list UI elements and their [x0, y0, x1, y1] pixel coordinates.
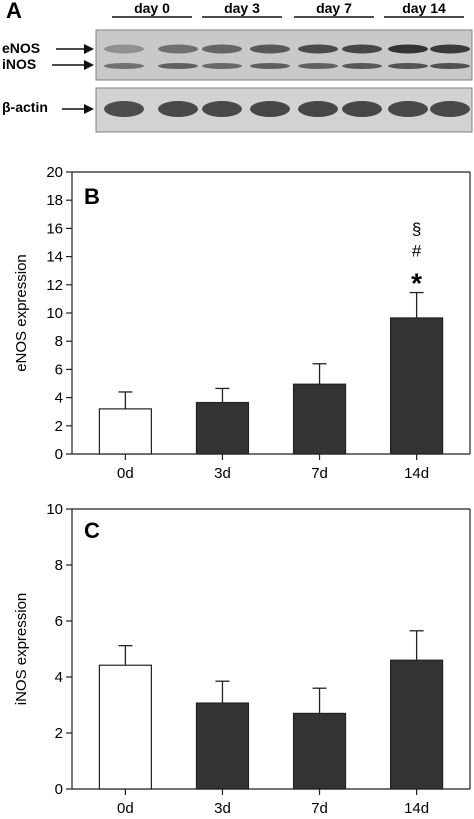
row-label-inos: iNOS: [2, 56, 36, 72]
enos-bar-chart: B 0 2 4 6 8 10 12 14 16 18 20 eNOS expression 0d 3d 7d…: [13, 164, 471, 482]
panel-letter-a: A: [6, 0, 22, 23]
bar-14d: [390, 659, 444, 790]
bar-14d: [390, 317, 444, 455]
lane-label: day 7: [316, 0, 352, 16]
y-tick-label: 0: [55, 781, 63, 798]
x-tick-label: 0d: [117, 800, 134, 817]
significance-mark: #: [412, 242, 422, 261]
blot-membrane-nos: [95, 29, 473, 81]
inos-band: [202, 63, 242, 69]
enos-band: [158, 44, 198, 54]
bar-0d: [98, 664, 152, 790]
enos-band: [298, 44, 338, 54]
actin-band: [158, 101, 198, 117]
actin-band: [430, 101, 470, 117]
x-tick-label: 3d: [214, 465, 231, 482]
x-tick-label: 14d: [404, 800, 429, 817]
bar-7d: [292, 712, 347, 790]
row-label-enos: eNOS: [2, 40, 40, 56]
actin-band: [298, 101, 338, 117]
row-label-actin: β-actin: [2, 99, 48, 115]
enos-band: [202, 44, 242, 54]
arrow-enos-icon: [56, 44, 94, 54]
actin-band: [202, 101, 242, 117]
y-tick-label: 8: [55, 333, 63, 350]
x-tick-label: 7d: [311, 800, 328, 817]
significance-mark: §: [412, 220, 421, 239]
inos-band: [250, 63, 290, 69]
y-tick-label: 10: [46, 305, 63, 322]
y-tick-label: 0: [55, 446, 63, 463]
x-tick-label: 14d: [404, 465, 429, 482]
enos-band: [104, 44, 144, 54]
actin-band: [342, 101, 382, 117]
bar-7d: [292, 383, 347, 455]
y-tick-label: 4: [55, 669, 63, 686]
lane-label: day 3: [224, 0, 260, 16]
x-tick-label: 0d: [117, 465, 134, 482]
panel-letter-c: C: [84, 518, 100, 543]
y-tick-label: 2: [55, 725, 63, 742]
y-axis-title: eNOS expression: [13, 254, 30, 372]
inos-bar-chart: C 0 2 4 6 8 10 iNOS expression 0d 3d 7d 14d: [13, 501, 471, 817]
lane-headers: day 0 day 3 day 7 day 14: [112, 0, 464, 18]
western-blot-panel: A day 0 day 3 day 7 day 14 eNOS iNOS β-acti…: [2, 0, 473, 133]
y-tick-label: 4: [55, 390, 63, 407]
enos-band: [430, 44, 470, 54]
y-tick-label: 6: [55, 361, 63, 378]
enos-band: [250, 44, 290, 54]
blot-bands: [104, 44, 470, 117]
inos-band: [298, 63, 338, 69]
y-tick-label: 20: [46, 164, 63, 181]
enos-band: [342, 44, 382, 54]
actin-band: [250, 101, 290, 117]
y-tick-label: 8: [55, 557, 63, 574]
y-tick-label: 6: [55, 613, 63, 630]
actin-band: [104, 101, 144, 117]
enos-band: [388, 44, 428, 54]
arrow-inos-icon: [52, 60, 94, 70]
y-axis-title: iNOS expression: [13, 593, 30, 706]
panel-letter-b: B: [84, 184, 100, 209]
y-tick-label: 18: [46, 192, 63, 209]
y-tick-label: 2: [55, 418, 63, 435]
y-tick-label: 12: [46, 277, 63, 294]
x-tick-label: 3d: [214, 800, 231, 817]
inos-band: [342, 63, 382, 69]
arrow-actin-icon: [62, 104, 94, 114]
y-tick-label: 14: [46, 249, 63, 266]
inos-band: [430, 63, 470, 69]
bar-3d: [195, 401, 250, 455]
bar-3d: [195, 702, 250, 790]
inos-band: [104, 63, 144, 69]
lane-label: day 0: [134, 0, 170, 16]
bar-0d: [98, 408, 152, 455]
lane-label: day 14: [402, 0, 446, 16]
x-tick-label: 7d: [311, 465, 328, 482]
significance-mark: *: [411, 268, 422, 299]
y-tick-label: 16: [46, 220, 63, 237]
inos-band: [388, 63, 428, 69]
y-tick-label: 10: [46, 501, 63, 518]
inos-band: [158, 63, 198, 69]
actin-band: [388, 101, 428, 117]
